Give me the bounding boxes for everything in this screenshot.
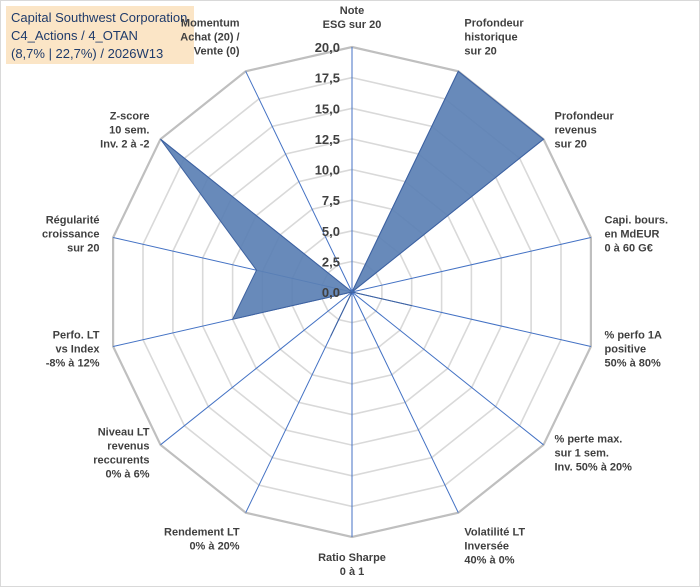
axis-label-line: ESG sur 20 <box>323 19 382 31</box>
axis-label: Régularité croissance sur 20 <box>42 214 99 254</box>
axis-label: Capi. bours. en MdEUR 0 à 60 G€ <box>605 214 669 254</box>
axis-label-line: croissance <box>42 228 99 240</box>
tick-label: 2,5 <box>322 254 340 269</box>
axis-label-line: Profondeur <box>555 111 615 123</box>
axis-label-line: revenus <box>107 441 149 453</box>
axis-label-line: Perfo. LT <box>53 330 100 342</box>
axis-label-line: 0 à 60 G€ <box>605 242 653 254</box>
axis-label: Note ESG sur 20 <box>323 5 382 31</box>
axis-label-line: sur 1 sem. <box>555 448 609 460</box>
tick-label: 20,0 <box>315 40 340 55</box>
tick-label: 10,0 <box>315 163 340 178</box>
data-polygon <box>160 70 545 337</box>
axis-label-line: positive <box>605 344 647 356</box>
axis-label-line: en MdEUR <box>605 228 660 240</box>
axis-label-line: 50% à 80% <box>605 358 661 370</box>
axis-label-line: Achat (20) / <box>180 32 239 44</box>
axis-label: Profondeur historique sur 20 <box>464 18 524 58</box>
axis-label: Ratio Sharpe 0 à 1 <box>318 552 386 578</box>
axis-label-line: Ratio Sharpe <box>318 552 386 564</box>
axis-label: % perte max. sur 1 sem. Inv. 50% à 20% <box>555 434 633 474</box>
axis-label-line: revenus <box>555 125 597 137</box>
axis-label: Rendement LT 0% à 20% <box>164 526 240 552</box>
axis-label: % perfo 1A positive 50% à 80% <box>605 330 663 370</box>
axis-label: Volatilité LT Inversée 40% à 0% <box>464 526 525 566</box>
chart-title-box: Capital Southwest Corporation C4_Actions… <box>6 6 194 64</box>
axis-label-line: 0% à 6% <box>105 469 149 481</box>
axis-label: Z-score 10 sem. Inv. 2 à -2 <box>100 111 149 151</box>
tick-label: 0,0 <box>322 285 340 300</box>
axis-label-line: Régularité <box>46 214 100 226</box>
axis-label-line: 0 à 1 <box>340 566 364 578</box>
axis-label-line: 40% à 0% <box>464 554 514 566</box>
tick-label: 7,5 <box>322 193 340 208</box>
axis-label: Momentum Achat (20) / Vente (0) <box>180 18 240 58</box>
axis-label: Perfo. LT vs Index -8% à 12% <box>46 330 101 370</box>
axis-label-line: sur 20 <box>67 242 99 254</box>
axis-label-line: 10 sem. <box>109 125 149 137</box>
axis-label-line: 0% à 20% <box>189 540 239 552</box>
axis-label-line: Capi. bours. <box>605 214 669 226</box>
tick-label: 15,0 <box>315 101 340 116</box>
axis-label-line: Inv. 50% à 20% <box>555 462 633 474</box>
chart-title-line-1: Capital Southwest Corporation <box>11 10 188 25</box>
axis-label-line: reccurents <box>93 455 149 467</box>
axis-label-line: historique <box>464 32 517 44</box>
axis-label-line: sur 20 <box>555 139 587 151</box>
axis-label-line: Momentum <box>181 18 240 30</box>
axis-label-line: sur 20 <box>464 46 496 58</box>
tick-label: 12,5 <box>315 132 340 147</box>
axis-label-line: Profondeur <box>464 18 524 30</box>
axis-spoke <box>351 237 592 293</box>
axis-label-line: vs Index <box>55 344 100 356</box>
axis-label-line: Inversée <box>464 540 509 552</box>
axis-label-line: % perfo 1A <box>605 330 663 342</box>
axis-label-line: Note <box>340 5 364 17</box>
axis-label: Niveau LT revenus reccurents 0% à 6% <box>93 427 150 481</box>
tick-label: 5,0 <box>322 224 340 239</box>
axis-spoke <box>351 291 544 446</box>
axis-label-line: Inv. 2 à -2 <box>100 139 149 151</box>
axis-label-line: Z-score <box>110 111 150 123</box>
chart-title-line-3: (8,7% | 22,7%) / 2026W13 <box>11 46 164 61</box>
axis-spoke <box>160 291 353 446</box>
axis-label-line: Rendement LT <box>164 526 240 538</box>
axis-label-line: Vente (0) <box>194 46 240 58</box>
tick-label: 17,5 <box>315 71 340 86</box>
axis-label-line: % perte max. <box>555 434 623 446</box>
chart-title-line-2: C4_Actions / 4_OTAN <box>11 28 138 43</box>
axis-label-line: -8% à 12% <box>46 358 100 370</box>
axis-label-line: Volatilité LT <box>464 526 525 538</box>
axis-spoke <box>351 291 459 513</box>
axis-label: Profondeur revenus sur 20 <box>555 111 615 151</box>
axis-spoke <box>245 71 353 293</box>
axis-label-line: Niveau LT <box>98 427 150 439</box>
